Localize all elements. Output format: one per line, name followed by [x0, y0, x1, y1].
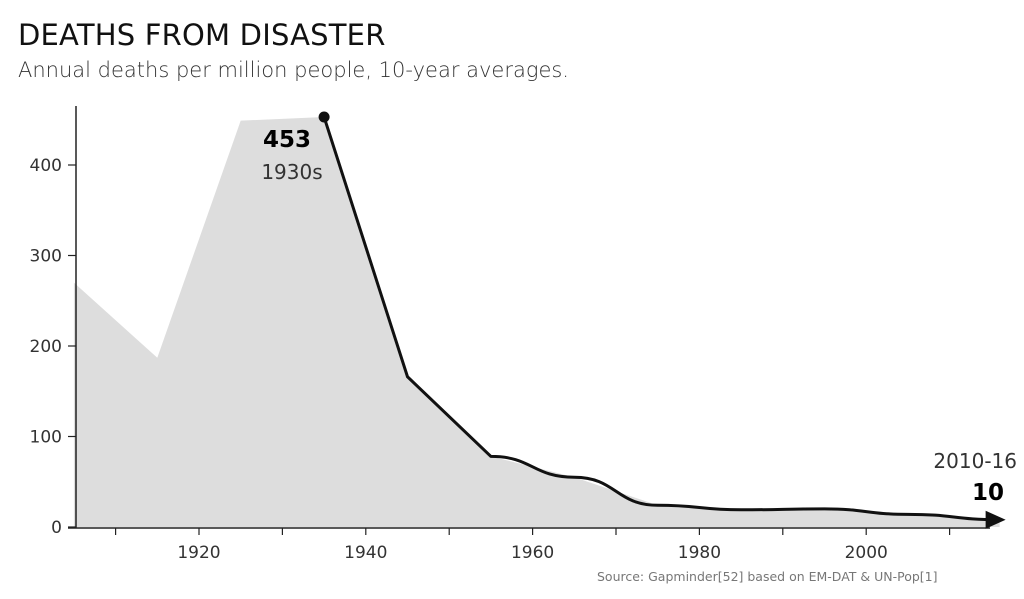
- peak-period-label: 1930s: [261, 160, 322, 184]
- y-tick-label: 100: [30, 428, 62, 448]
- peak-point: [318, 111, 330, 123]
- y-tick-label: 400: [30, 156, 62, 176]
- x-tick-label: 1980: [678, 543, 721, 563]
- chart-subtitle: Annual deaths per million people, 10-yea…: [18, 58, 569, 82]
- line-series: [322, 116, 1002, 522]
- y-tick-label: 0: [51, 518, 62, 538]
- chart-title: DEATHS FROM DISASTER: [18, 18, 386, 52]
- x-tick-label: 1940: [344, 543, 387, 563]
- x-tick-label: 1920: [177, 543, 220, 563]
- arrow-head: [985, 510, 1006, 529]
- area-series: [73, 117, 1000, 527]
- y-tick-label: 300: [30, 247, 62, 267]
- end-value-label: 10: [972, 480, 1004, 506]
- x-tick-label: 2000: [845, 543, 888, 563]
- end-period-label: 2010-16: [933, 449, 1017, 473]
- x-tick-label: 1960: [511, 543, 554, 563]
- y-tick-label: 200: [30, 337, 62, 357]
- source-note: Source: Gapminder[52] based on EM-DAT & …: [597, 569, 938, 584]
- peak-value-label: 453: [263, 127, 311, 153]
